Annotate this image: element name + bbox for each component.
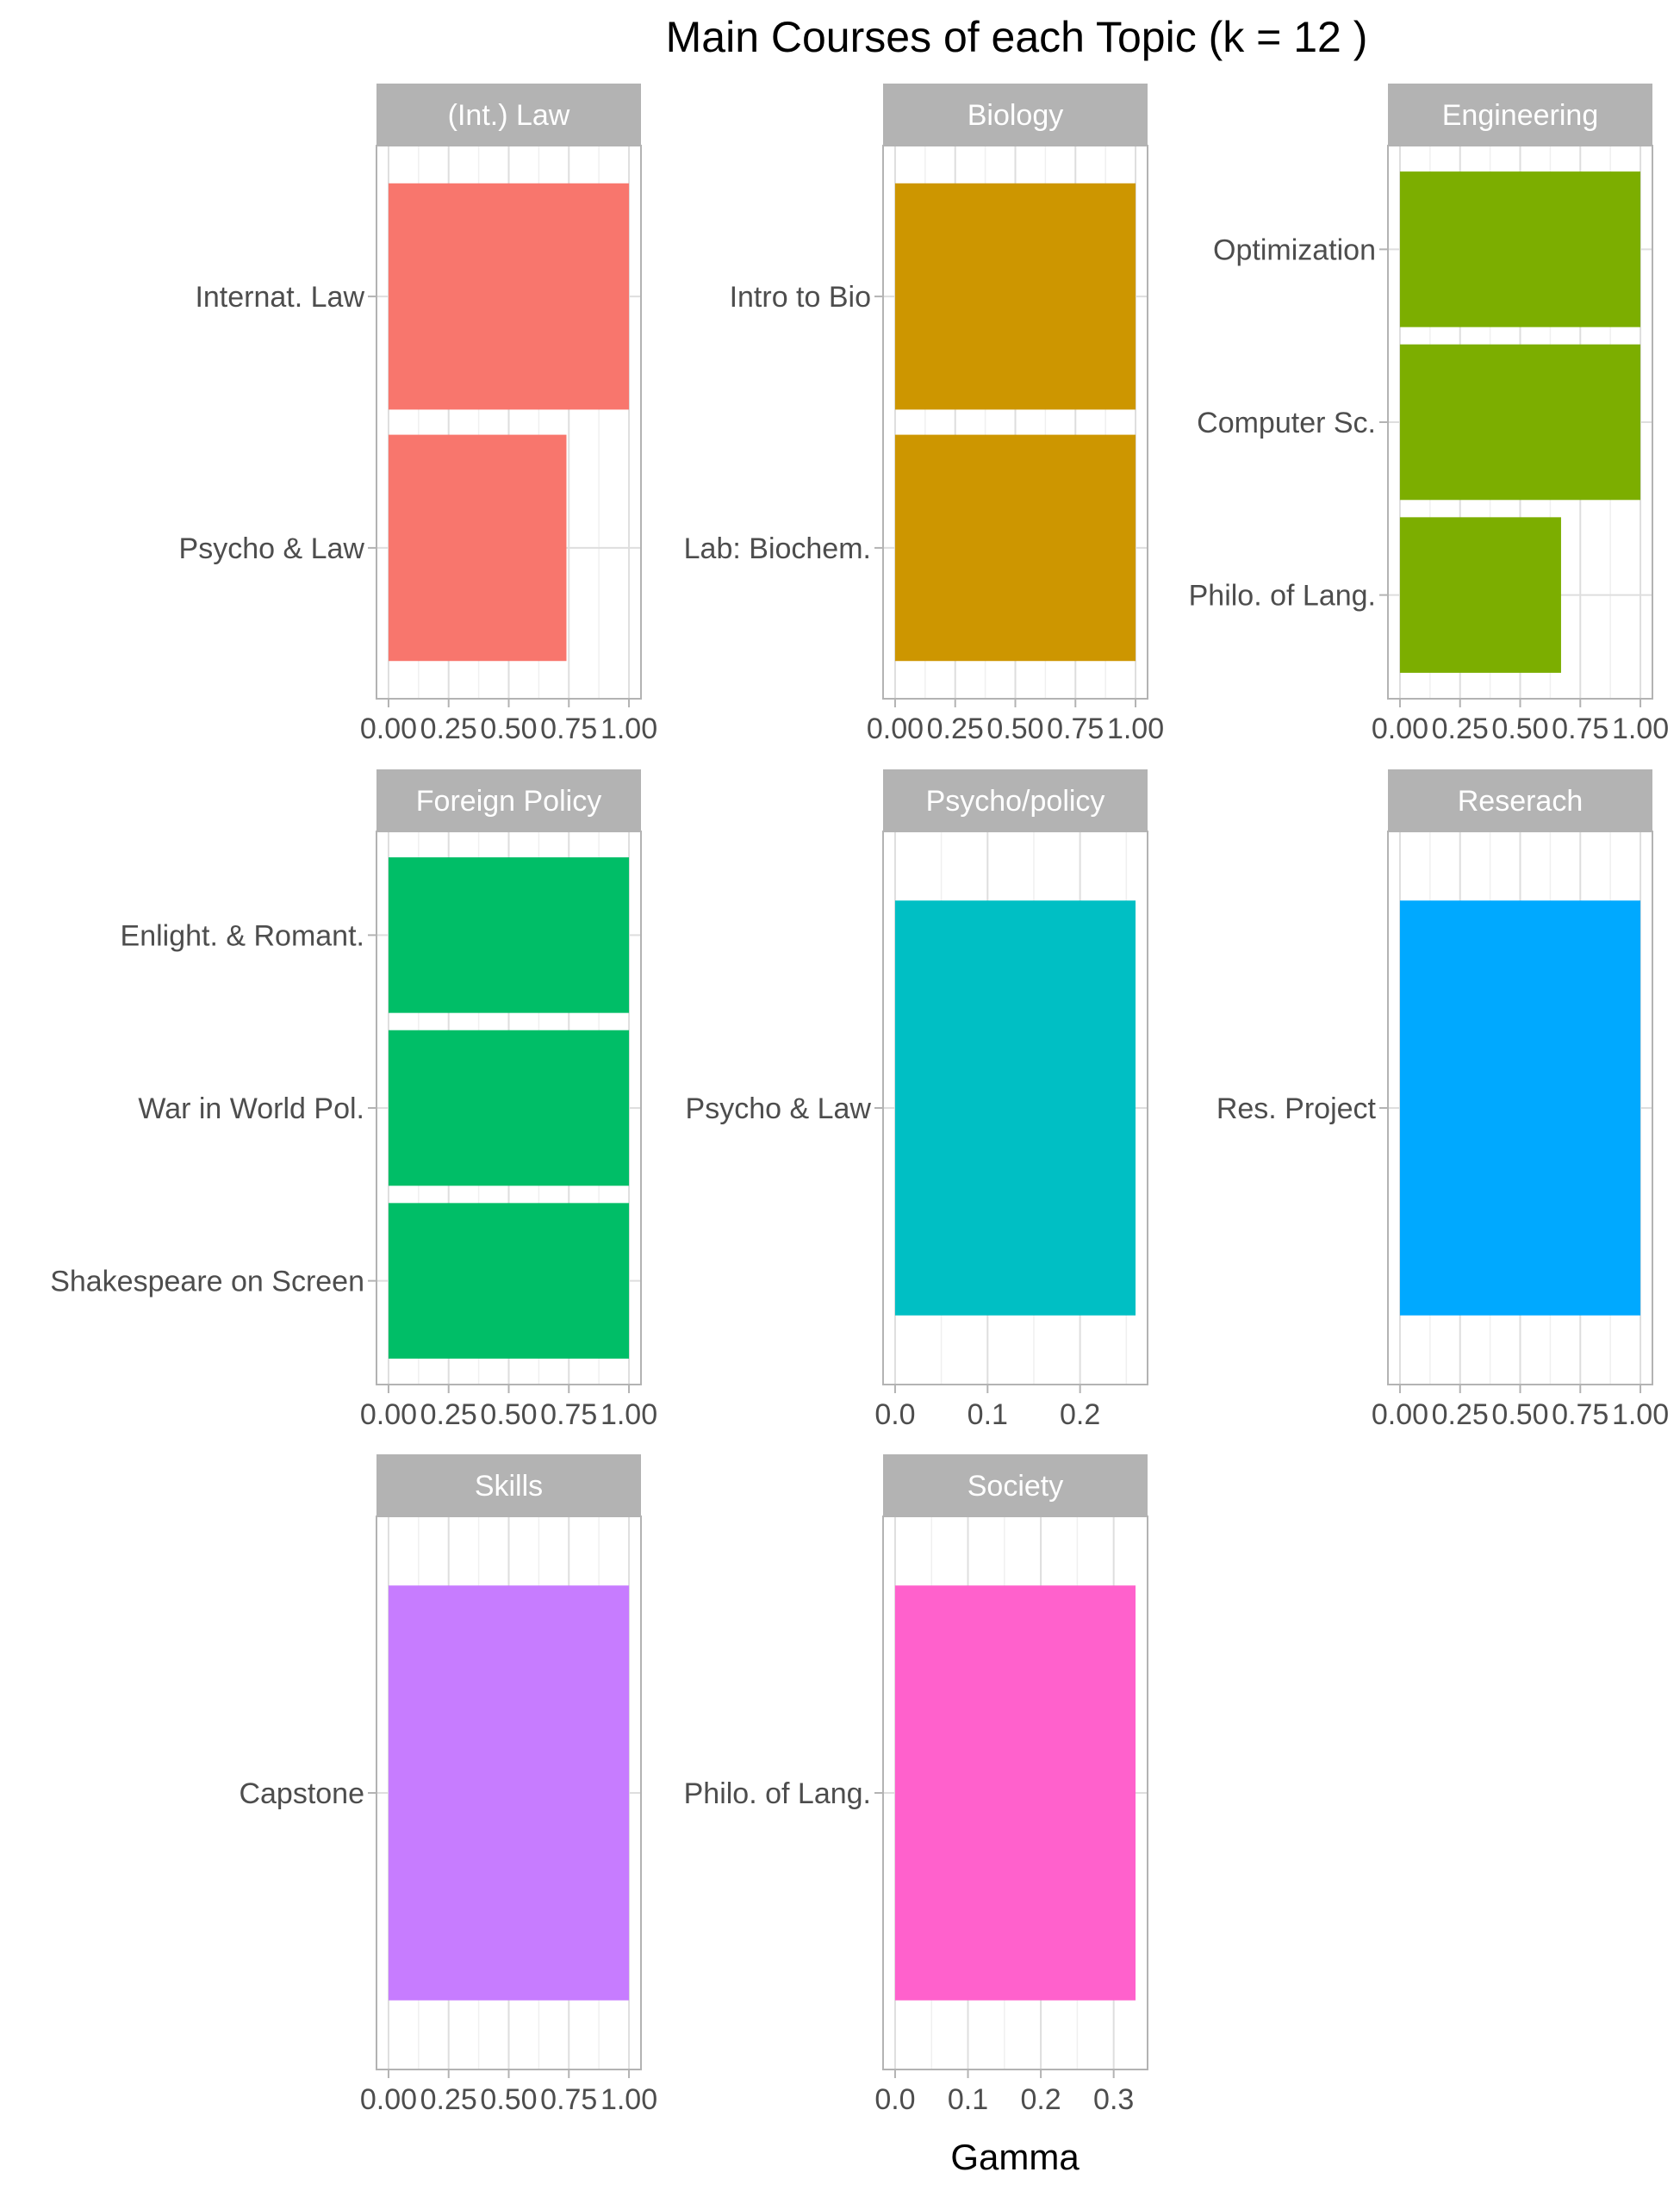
facet-strip-label: Skills (475, 1470, 543, 1503)
category-label: Lab: Biochem. (684, 532, 871, 565)
x-axis-title: Gamma (950, 2137, 1080, 2177)
x-tick-label: 0.1 (948, 2083, 988, 2116)
facet-strip-label: Engineering (1442, 99, 1598, 132)
x-tick-label: 0.2 (1020, 2083, 1061, 2116)
category-label: Internat. Law (195, 281, 364, 314)
facet-strip (1388, 769, 1652, 831)
x-tick-label: 1.00 (600, 1398, 657, 1431)
bar (894, 183, 1136, 410)
x-tick-label: 1.00 (600, 2083, 657, 2116)
facet-strip (1388, 84, 1652, 146)
x-tick-label: 0.25 (420, 2083, 477, 2116)
facet-strip-label: (Int.) Law (448, 99, 570, 132)
x-tick-label: 0.2 (1060, 1398, 1100, 1431)
bar (388, 183, 630, 410)
x-tick-label: 0.00 (1372, 713, 1428, 745)
x-tick-label: 0.00 (1372, 1398, 1428, 1431)
chart-title: Main Courses of each Topic (k = 12 ) (666, 13, 1368, 61)
facet-strip-label: Psycho/policy (926, 785, 1105, 818)
panel-society: Society Philo. of Lang. 0.0 0.1 0.2 0.3 (684, 1454, 1148, 2116)
x-tick-label: 0.50 (986, 713, 1043, 745)
x-tick-label: 1.00 (1612, 713, 1669, 745)
panel-border (882, 831, 1148, 1385)
panel-skills: Skills Capstone 0.00 0.25 0.50 0.75 1.00 (239, 1454, 657, 2116)
category-label: Computer Sc. (1197, 407, 1376, 439)
facet-strip (883, 1454, 1148, 1516)
x-tick-label: 1.00 (600, 713, 657, 745)
category-label: Philo. of Lang. (1189, 580, 1376, 613)
bar (388, 1030, 630, 1186)
x-tick-label: 0.1 (968, 1398, 1008, 1431)
category-label: Shakespeare on Screen (50, 1266, 364, 1298)
x-tick-label: 0.75 (1552, 713, 1608, 745)
x-tick-label: 0.75 (1552, 1398, 1608, 1431)
x-tick-label: 0.25 (1432, 713, 1489, 745)
x-tick-label: 0.75 (1047, 713, 1104, 745)
x-tick-label: 0.75 (540, 713, 597, 745)
bar (388, 1203, 630, 1359)
bar (894, 1585, 1136, 2001)
category-label: Intro to Bio (730, 281, 871, 314)
bar (1399, 517, 1561, 673)
x-tick-label: 0.50 (480, 713, 537, 745)
category-label: Optimization (1213, 233, 1376, 266)
facet-strip-label: Biology (968, 99, 1064, 132)
panel-psycho-policy: Psycho/policy Psycho & Law 0.0 0.1 0.2 (686, 769, 1148, 1431)
x-tick-label: 0.00 (360, 713, 417, 745)
x-tick-label: 0.75 (540, 1398, 597, 1431)
category-label: Psycho & Law (686, 1092, 872, 1125)
category-label: Enlight. & Romant. (121, 919, 364, 952)
facet-strip (883, 84, 1148, 146)
panel-foreign-policy: Foreign Policy Enlight. & Romant. War in W… (50, 769, 657, 1431)
facet-strip (376, 84, 641, 146)
panel-biology: Biology Intro to Bio Lab: Biochem. 0.00 0.25… (684, 84, 1164, 745)
x-tick-label: 0.50 (1491, 713, 1548, 745)
bar (388, 1585, 630, 2001)
bar (1399, 171, 1641, 327)
facet-strip (376, 1454, 641, 1516)
x-tick-label: 0.50 (480, 1398, 537, 1431)
panel-reserach: Reserach Res. Project 0.00 0.25 0.50 0.75 1.00 (1216, 769, 1669, 1431)
x-tick-label: 0.3 (1093, 2083, 1134, 2116)
category-label: War in World Pol. (138, 1092, 364, 1125)
facet-strip-label: Reserach (1458, 785, 1584, 818)
x-tick-label: 0.0 (874, 1398, 915, 1431)
x-tick-label: 1.00 (1107, 713, 1164, 745)
x-tick-label: 0.25 (420, 713, 477, 745)
facet-strip-label: Foreign Policy (416, 785, 601, 818)
x-tick-label: 0.00 (867, 713, 924, 745)
x-tick-label: 0.00 (360, 1398, 417, 1431)
x-tick-label: 0.50 (1491, 1398, 1548, 1431)
category-label: Psycho & Law (179, 532, 365, 565)
bar (894, 900, 1136, 1316)
panel-engineering: Engineering Optimization Computer Sc. Philo… (1189, 84, 1669, 745)
bar (388, 857, 630, 1013)
facet-strip (883, 769, 1148, 831)
x-tick-label: 0.25 (1432, 1398, 1489, 1431)
x-tick-label: 0.25 (420, 1398, 477, 1431)
category-label: Capstone (239, 1777, 364, 1810)
x-tick-label: 0.25 (927, 713, 984, 745)
x-tick-label: 0.75 (540, 2083, 597, 2116)
category-label: Philo. of Lang. (684, 1777, 871, 1810)
bar (1399, 900, 1641, 1316)
facet-strip-label: Society (968, 1470, 1064, 1503)
x-tick-label: 1.00 (1612, 1398, 1669, 1431)
bar (894, 434, 1136, 662)
x-tick-label: 0.0 (874, 2083, 915, 2116)
x-tick-label: 0.00 (360, 2083, 417, 2116)
category-label: Res. Project (1216, 1092, 1377, 1125)
bar (1399, 344, 1641, 501)
facet-strip (376, 769, 641, 831)
panel-border (882, 1515, 1148, 2070)
bar (388, 434, 567, 662)
x-tick-label: 0.50 (480, 2083, 537, 2116)
